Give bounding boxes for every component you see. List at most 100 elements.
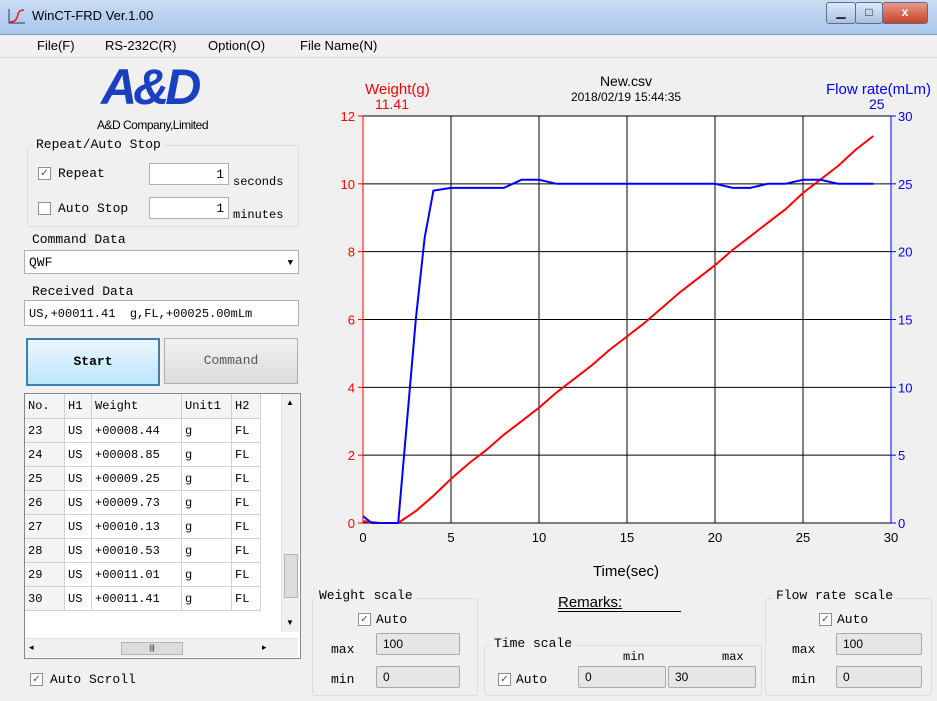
time-scale-group <box>484 645 762 696</box>
flow-scale-auto-checkbox[interactable]: ✓ <box>819 613 832 626</box>
x-tick-label: 15 <box>620 530 634 545</box>
table-header-row: No. H1 Weight Unit1 H2 <box>25 394 261 419</box>
cell-h2: FL <box>231 418 261 443</box>
time-scale-max-input[interactable]: 30 <box>668 666 756 688</box>
cell-unit1: g <box>181 418 232 443</box>
cell-unit1: g <box>181 466 232 491</box>
cell-weight: +00010.13 <box>91 514 182 539</box>
cell-unit1: g <box>181 514 232 539</box>
company-name: A&D Company,Limited <box>97 118 209 132</box>
vertical-scroll-thumb[interactable] <box>284 554 298 598</box>
menu-file-name[interactable]: File Name(N) <box>300 38 378 53</box>
flow-axis-title: Flow rate(mLm) <box>826 81 931 98</box>
maximize-button[interactable]: □ <box>855 2 883 24</box>
col-no[interactable]: No. <box>25 394 65 419</box>
auto-scroll-checkbox[interactable]: ✓ <box>30 673 43 686</box>
weight-axis-title: Weight(g) <box>365 81 430 98</box>
cell-h1: US <box>64 418 92 443</box>
menu-file[interactable]: File(F) <box>37 38 75 53</box>
cell-h1: US <box>64 442 92 467</box>
cell-unit1: g <box>181 586 232 611</box>
time-scale-auto-label: Auto <box>516 672 548 687</box>
flow-current-value: 25 <box>869 96 885 112</box>
cell-unit1: g <box>181 562 232 587</box>
left-tick-label: 2 <box>348 448 355 463</box>
time-scale-min-label: min <box>623 650 645 664</box>
table-row[interactable]: 25 US +00009.25 g FL <box>25 466 261 491</box>
horizontal-scrollbar[interactable]: ◂ ||| ▸ <box>25 638 298 657</box>
flow-scale-min-input[interactable]: 0 <box>836 666 922 688</box>
x-tick-label: 0 <box>359 530 366 545</box>
auto-stop-minutes-input[interactable]: 1 <box>149 197 229 219</box>
weight-scale-max-input[interactable]: 100 <box>376 633 460 655</box>
menu-rs232c[interactable]: RS-232C(R) <box>105 38 177 53</box>
right-tick-label: 30 <box>898 109 912 124</box>
close-button[interactable]: x <box>882 2 928 24</box>
start-button[interactable]: Start <box>26 338 160 386</box>
table-row[interactable]: 26 US +00009.73 g FL <box>25 490 261 515</box>
cell-no: 29 <box>25 562 65 587</box>
table-row[interactable]: 28 US +00010.53 g FL <box>25 538 261 563</box>
logo-mark: A&D <box>101 59 201 115</box>
weight-scale-min-label: min <box>331 672 355 687</box>
cell-weight: +00009.25 <box>91 466 182 491</box>
left-tick-label: 6 <box>348 313 355 328</box>
flow-scale-max-label: max <box>792 642 816 657</box>
cell-h2: FL <box>231 586 261 611</box>
table-row[interactable]: 30 US +00011.41 g FL <box>25 586 261 611</box>
data-table[interactable]: No. H1 Weight Unit1 H2 23 US +00008.44 g FL 2… <box>24 393 301 659</box>
right-tick-label: 15 <box>898 313 912 328</box>
table-row[interactable]: 27 US +00010.13 g FL <box>25 514 261 539</box>
vertical-scrollbar[interactable]: ▲ ▼ <box>281 394 299 632</box>
scroll-down-icon[interactable]: ▼ <box>286 618 294 627</box>
weight-scale-auto-label: Auto <box>376 612 408 627</box>
col-h1[interactable]: H1 <box>64 394 92 419</box>
cell-h2: FL <box>231 538 261 563</box>
chevron-down-icon[interactable]: ▼ <box>287 258 293 268</box>
table-row[interactable]: 29 US +00011.01 g FL <box>25 562 261 587</box>
cell-h2: FL <box>231 490 261 515</box>
scroll-right-icon[interactable]: ▸ <box>262 642 267 652</box>
repeat-seconds-input[interactable]: 1 <box>149 163 229 185</box>
cell-weight: +00009.73 <box>91 490 182 515</box>
minimize-button[interactable]: ▁ <box>826 2 856 24</box>
x-tick-label: 20 <box>708 530 722 545</box>
horizontal-scroll-thumb[interactable]: ||| <box>121 642 183 655</box>
command-button[interactable]: Command <box>164 338 298 384</box>
received-data-field[interactable]: US,+00011.41 g,FL,+00025.00mLm <box>24 300 299 326</box>
col-h2[interactable]: H2 <box>231 394 261 419</box>
table-row[interactable]: 24 US +00008.85 g FL <box>25 442 261 467</box>
cell-no: 23 <box>25 418 65 443</box>
auto-stop-label: Auto Stop <box>58 201 129 216</box>
cell-weight: +00011.41 <box>91 586 182 611</box>
cell-weight: +00008.44 <box>91 418 182 443</box>
chart-datetime: 2018/02/19 15:44:35 <box>571 90 681 104</box>
scroll-up-icon[interactable]: ▲ <box>286 398 294 407</box>
repeat-checkbox[interactable]: ✓ <box>38 167 51 180</box>
time-scale-auto-checkbox[interactable]: ✓ <box>498 673 511 686</box>
remarks-label: Remarks: <box>558 594 623 611</box>
right-tick-label: 10 <box>898 380 912 395</box>
time-scale-min-input[interactable]: 0 <box>578 666 666 688</box>
cell-weight: +00010.53 <box>91 538 182 563</box>
right-tick-label: 5 <box>898 448 905 463</box>
weight-scale-min-input[interactable]: 0 <box>376 666 460 688</box>
cell-unit1: g <box>181 538 232 563</box>
table-row[interactable]: 23 US +00008.44 g FL <box>25 418 261 443</box>
weight-scale-auto-checkbox[interactable]: ✓ <box>358 613 371 626</box>
scroll-left-icon[interactable]: ◂ <box>29 642 34 652</box>
cell-no: 25 <box>25 466 65 491</box>
auto-stop-checkbox[interactable] <box>38 202 51 215</box>
weight-scale-max-label: max <box>331 642 355 657</box>
menu-option[interactable]: Option(O) <box>208 38 266 53</box>
col-unit1[interactable]: Unit1 <box>181 394 232 419</box>
cell-h1: US <box>64 490 92 515</box>
command-data-select[interactable]: QWF ▼ <box>24 250 299 274</box>
company-logo: A&D A&D Company,Limited <box>97 59 257 132</box>
col-weight[interactable]: Weight <box>91 394 182 419</box>
app-icon <box>8 9 25 24</box>
repeat-auto-stop-title: Repeat/Auto Stop <box>33 137 164 152</box>
cell-unit1: g <box>181 490 232 515</box>
left-tick-label: 8 <box>348 245 355 260</box>
flow-scale-max-input[interactable]: 100 <box>836 633 922 655</box>
